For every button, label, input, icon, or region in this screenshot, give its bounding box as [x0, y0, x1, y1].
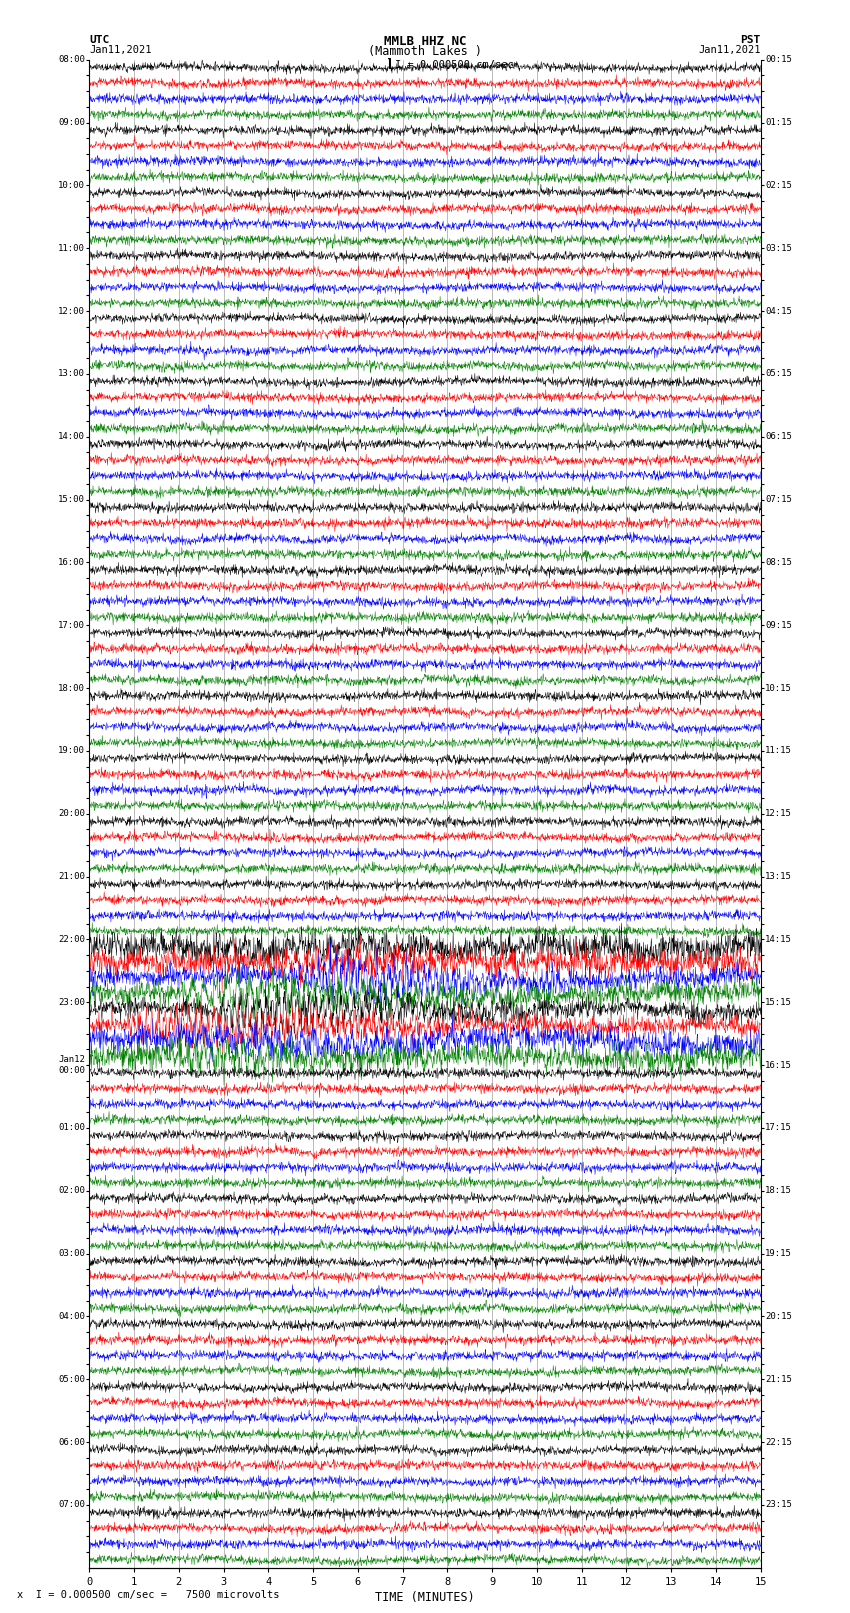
Text: MMLB HHZ NC: MMLB HHZ NC	[383, 35, 467, 48]
Text: Jan11,2021: Jan11,2021	[698, 45, 761, 55]
Text: x  I = 0.000500 cm/sec =   7500 microvolts: x I = 0.000500 cm/sec = 7500 microvolts	[17, 1590, 280, 1600]
Text: I = 0.000500 cm/sec: I = 0.000500 cm/sec	[395, 60, 514, 69]
Text: UTC: UTC	[89, 35, 110, 45]
Text: Jan11,2021: Jan11,2021	[89, 45, 152, 55]
Text: (Mammoth Lakes ): (Mammoth Lakes )	[368, 45, 482, 58]
X-axis label: TIME (MINUTES): TIME (MINUTES)	[375, 1590, 475, 1603]
Text: PST: PST	[740, 35, 761, 45]
